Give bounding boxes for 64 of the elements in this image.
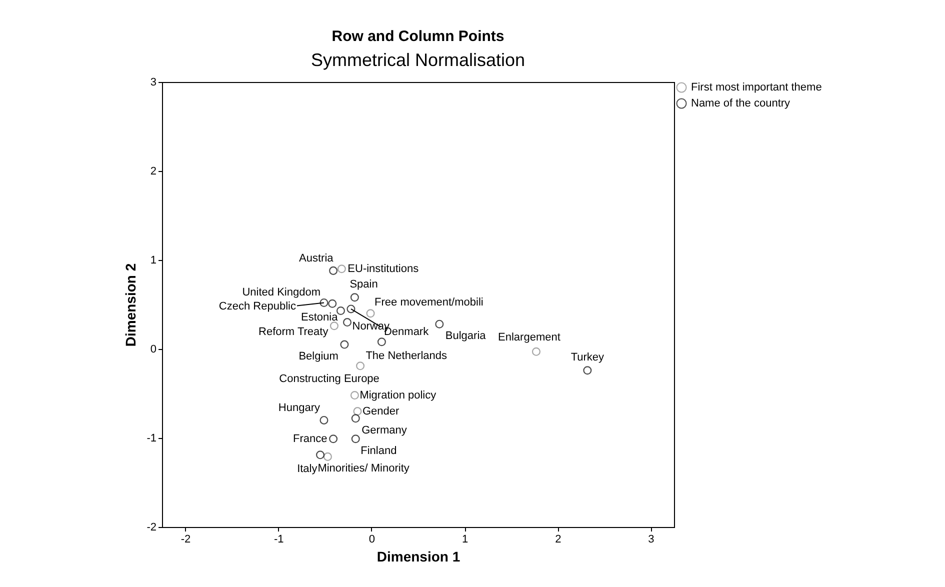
x-tick-label: 1 bbox=[462, 534, 468, 546]
point bbox=[329, 266, 338, 275]
x-tick-label: -1 bbox=[274, 534, 284, 546]
annotation: Turkey bbox=[570, 351, 605, 364]
point bbox=[346, 304, 356, 314]
point bbox=[377, 338, 386, 346]
y-tick-label: 2 bbox=[150, 166, 156, 178]
annotation: Bulgaria bbox=[445, 330, 487, 342]
annotation: Germany bbox=[362, 424, 408, 436]
point bbox=[340, 340, 349, 349]
y-tick-label: 3 bbox=[150, 76, 156, 88]
point bbox=[350, 391, 359, 400]
point bbox=[320, 298, 328, 307]
x-tick-label: -2 bbox=[180, 534, 191, 546]
annotation: Czech Republic bbox=[218, 300, 296, 313]
annotation: France bbox=[293, 432, 328, 445]
annotation: Free movement/mobili bbox=[374, 296, 484, 308]
annotation: EU-institutions bbox=[348, 262, 420, 275]
annotation: Finland bbox=[360, 444, 397, 457]
chart-subtitle: Symmetrical Normalisation bbox=[310, 50, 526, 70]
point bbox=[328, 299, 337, 308]
y-tick-label: -2 bbox=[146, 522, 156, 534]
chart-title: Row and Column Points bbox=[332, 28, 504, 45]
annotation: Enlargement bbox=[498, 332, 560, 344]
point bbox=[337, 264, 346, 274]
annotation: Gender bbox=[362, 405, 400, 418]
x-tick-label: 0 bbox=[368, 534, 376, 546]
x-tick-label: 3 bbox=[648, 534, 654, 546]
annotation: Austria bbox=[299, 252, 334, 265]
x-tick-label: 2 bbox=[555, 534, 562, 546]
annotation: Hungary bbox=[278, 402, 320, 414]
point bbox=[336, 306, 345, 315]
annotation: Constructing Europe bbox=[279, 372, 380, 385]
legend-label: First most important theme bbox=[691, 82, 822, 94]
point bbox=[320, 416, 328, 424]
point bbox=[356, 362, 365, 370]
point bbox=[350, 293, 359, 302]
y-tick-label: 1 bbox=[150, 254, 156, 266]
annotation: United Kingdom bbox=[242, 286, 320, 299]
annotation: The Netherlands bbox=[366, 350, 448, 362]
point bbox=[323, 452, 332, 461]
point bbox=[353, 407, 362, 416]
annotation: Estonia bbox=[301, 312, 339, 324]
y-tick-label: -1 bbox=[146, 432, 156, 444]
point bbox=[316, 450, 325, 460]
legend-label: Name of the country bbox=[691, 98, 791, 110]
point bbox=[330, 322, 338, 330]
annotation: Reform Treaty bbox=[258, 326, 329, 338]
annotation: Italy bbox=[297, 462, 318, 475]
annotation: Migration policy bbox=[360, 389, 437, 402]
point bbox=[342, 318, 352, 327]
annotation: Minorities/ Minority bbox=[318, 462, 410, 475]
point bbox=[366, 309, 375, 318]
point bbox=[583, 366, 592, 375]
annotation: Belgium bbox=[298, 350, 338, 363]
point bbox=[435, 320, 444, 328]
point bbox=[329, 434, 338, 444]
annotation: Spain bbox=[350, 278, 378, 290]
y-axis-title: Dimension 2 bbox=[122, 263, 139, 347]
point bbox=[351, 414, 360, 423]
y-tick-label: 0 bbox=[150, 344, 156, 356]
point bbox=[532, 347, 540, 356]
point bbox=[351, 434, 360, 444]
x-axis-title: Dimension 1 bbox=[376, 548, 460, 564]
